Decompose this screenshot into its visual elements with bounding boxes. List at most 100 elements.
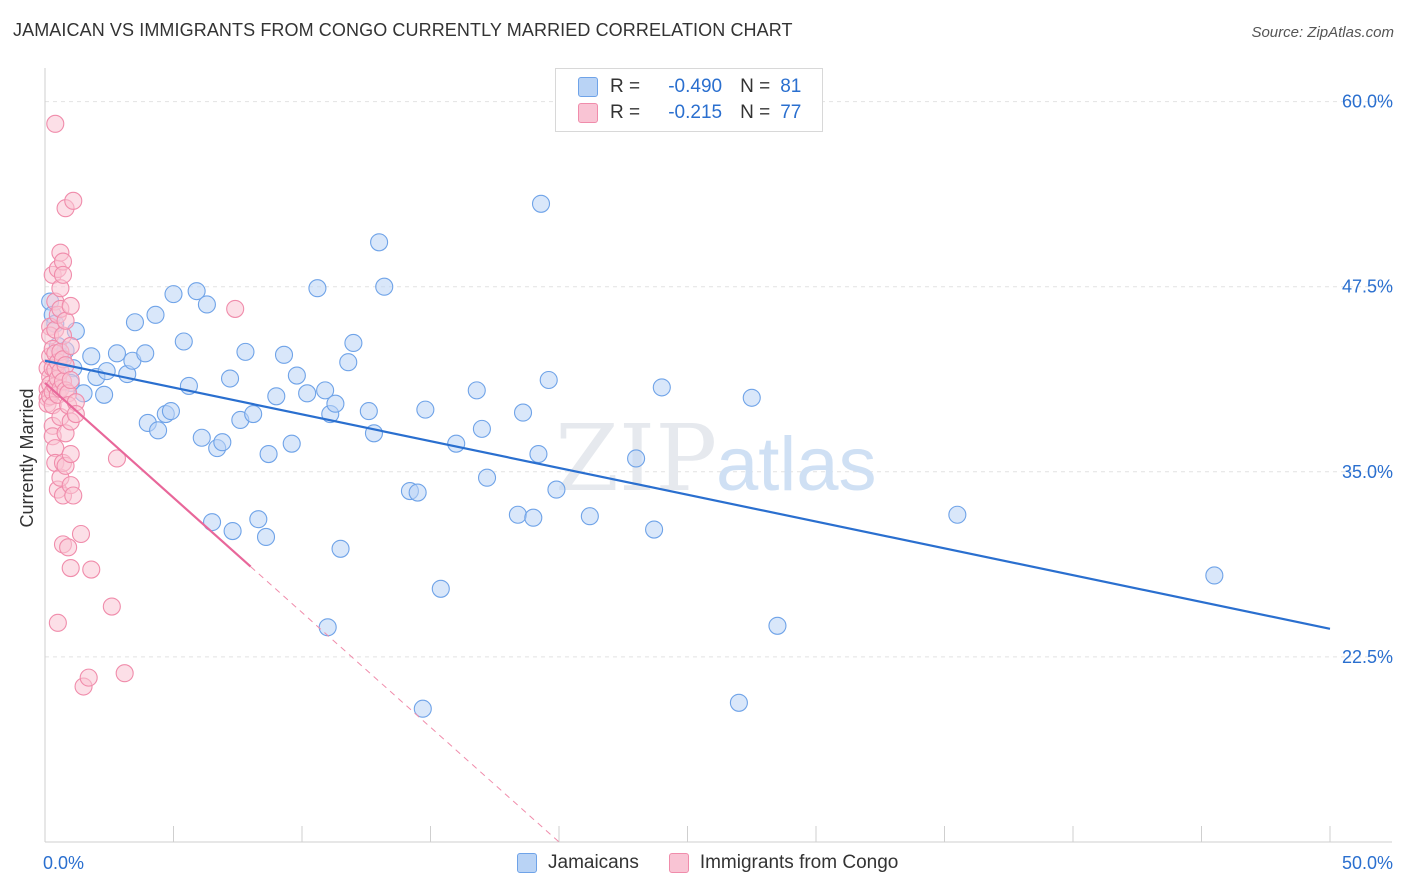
jamaicans-point (416, 400, 435, 419)
jamaicans-point (149, 421, 168, 440)
x-tick-label: 50.0% (1342, 853, 1393, 873)
jamaicans-point (244, 405, 263, 424)
legend-r-value: -0.490 (668, 76, 723, 97)
jamaicans-point (375, 277, 394, 296)
jamaicans-point (220, 369, 240, 388)
legend-n-value: 81 (780, 76, 802, 97)
congo-point (61, 296, 80, 316)
jamaicans-point (508, 505, 527, 524)
legend-n-label: N = (740, 76, 771, 97)
jamaicans-point (359, 402, 378, 421)
jamaicans-point (339, 353, 358, 372)
jamaicans-point (316, 381, 335, 400)
series-label-congo: Immigrants from Congo (699, 852, 899, 873)
chart-title: JAMAICAN VS IMMIGRANTS FROM CONGO CURREN… (13, 20, 793, 40)
jamaicans-point (531, 194, 551, 213)
jamaicans-point (370, 233, 389, 252)
congo-point (61, 444, 80, 464)
congo-point (71, 524, 91, 544)
series-legend-congo[interactable]: Immigrants from Congo (668, 852, 899, 874)
congo-point (64, 191, 83, 210)
jamaicans-point (203, 513, 222, 532)
jamaicans-point (742, 388, 761, 407)
legend-n-value: 77 (780, 102, 802, 123)
jamaicans-point (539, 370, 558, 390)
series-swatch-jamaicans (517, 853, 537, 873)
y-axis-label: Currently Married (17, 388, 37, 527)
jamaicans-point (408, 483, 427, 502)
jamaicans-point (529, 444, 548, 464)
series-legend: Jamaicans Immigrants from Congo (517, 852, 928, 874)
y-tick-label: 22.5% (1342, 647, 1393, 667)
jamaicans-point (331, 539, 350, 558)
jamaicans-point (259, 444, 278, 464)
legend-swatch-jamaicans (578, 77, 598, 97)
jamaicans-point (197, 295, 216, 314)
x-tick-label: 0.0% (43, 853, 84, 873)
source-label: Source: ZipAtlas.com (1251, 24, 1394, 41)
jamaicans-point (547, 480, 566, 499)
congo-point (82, 560, 101, 579)
series-legend-jamaicans[interactable]: Jamaicans (517, 852, 639, 874)
legend-row-congo: R = -0.215 N = 77 (578, 100, 801, 126)
jamaicans-point (431, 579, 450, 598)
legend-row-jamaicans: R = -0.490 N = 81 (578, 74, 801, 100)
jamaicans-trend-line (44, 359, 1331, 630)
jamaicans-point (174, 332, 193, 351)
jamaicans-point (467, 381, 486, 400)
y-tick-label: 35.0% (1342, 462, 1393, 482)
congo-point (61, 370, 80, 390)
congo-point (64, 486, 83, 505)
jamaicans-point (447, 434, 466, 453)
jamaicans-point (298, 384, 317, 403)
congo-point (61, 559, 80, 578)
y-tick-label: 47.5% (1342, 277, 1393, 297)
jamaicans-point (249, 510, 268, 529)
jamaicans-point (192, 428, 211, 447)
congo-point (107, 449, 127, 468)
y-tick-label: 60.0% (1342, 92, 1393, 112)
jamaicans-point (513, 403, 533, 422)
jamaicans-point (107, 344, 127, 363)
jamaicans-point (136, 344, 155, 363)
jamaicans-point (82, 347, 101, 366)
jamaicans-point (729, 693, 748, 712)
zipatlas-watermark: ZIP atlas (555, 405, 877, 512)
jamaicans-point (645, 520, 664, 539)
jamaicans-point (146, 305, 165, 324)
congo-point (48, 613, 67, 632)
congo-point (46, 114, 65, 133)
jamaicans-point (256, 527, 276, 547)
congo-point (61, 336, 80, 355)
jamaicans-point (223, 521, 242, 541)
jamaicans-point (472, 419, 491, 438)
congo-point (226, 299, 245, 318)
series-swatch-congo (668, 853, 689, 873)
legend-r-label: R = (610, 102, 641, 123)
jamaicans-point (1205, 566, 1224, 585)
congo-point (79, 668, 98, 687)
jamaicans-point (318, 618, 337, 637)
congo-trend-line (44, 382, 252, 568)
jamaicans-point (95, 385, 114, 404)
stats-legend: R = -0.490 N = 81 R = -0.215 N = 77 (555, 68, 823, 132)
congo-point (102, 597, 121, 616)
jamaicans-point (326, 394, 345, 413)
watermark-atlas: atlas (716, 422, 877, 507)
jamaicans-point (477, 468, 497, 487)
congo-point (66, 405, 85, 424)
jamaicans-point (768, 616, 787, 635)
jamaicans-point (948, 505, 967, 524)
jamaicans-point (627, 449, 646, 468)
jamaicans-point (652, 378, 671, 397)
jamaicans-point (524, 508, 543, 527)
jamaicans-point (236, 342, 255, 361)
jamaicans-point (580, 507, 599, 526)
jamaicans-point (161, 402, 180, 421)
jamaicans-point (287, 366, 306, 385)
congo-point (53, 265, 73, 284)
jamaicans-point (125, 313, 144, 332)
jamaicans-point (213, 433, 232, 452)
congo-trend-line-extension (250, 566, 560, 843)
